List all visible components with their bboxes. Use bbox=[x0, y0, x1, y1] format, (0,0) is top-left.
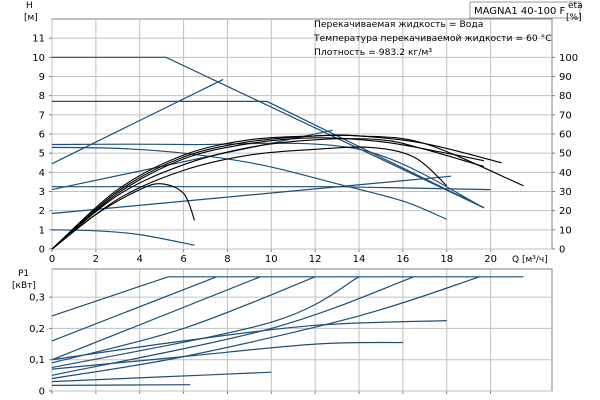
eta-tick-label: 80 bbox=[559, 91, 572, 102]
x-tick-label: 18 bbox=[440, 254, 453, 265]
y-tick-label: 0 bbox=[39, 245, 45, 256]
eta-tick-label: 100 bbox=[559, 53, 578, 64]
power-curve bbox=[51, 276, 415, 376]
eta-tick-label: 20 bbox=[559, 206, 572, 217]
eta-axis-label: eta bbox=[568, 1, 583, 11]
power-curve bbox=[51, 276, 480, 380]
eta-tick-label: 90 bbox=[559, 72, 572, 83]
eta-axis-unit: [%] bbox=[566, 13, 582, 23]
y-tick-label: 2 bbox=[39, 206, 45, 217]
power-curve bbox=[51, 276, 261, 361]
efficiency-curve bbox=[51, 134, 524, 250]
info-line-2: Температура перекачиваемой жидкости = 60… bbox=[313, 33, 552, 44]
eta-tick-label: 60 bbox=[559, 130, 572, 141]
x-tick-label: 8 bbox=[224, 254, 230, 265]
eta-tick-label: 40 bbox=[559, 168, 572, 179]
y-tick-label: 8 bbox=[39, 91, 45, 102]
y-tick-label: 0,3 bbox=[29, 293, 45, 304]
power-curve bbox=[51, 341, 403, 370]
y-tick-label: 6 bbox=[39, 130, 45, 141]
x-tick-label: 2 bbox=[93, 254, 99, 265]
info-line-3: Плотность = 983.2 кг/м³ bbox=[314, 47, 432, 58]
eta-tick-label: 30 bbox=[559, 187, 572, 198]
head-axis-label: H bbox=[26, 1, 33, 11]
x-tick-label: 14 bbox=[353, 254, 366, 265]
y-tick-label: 3 bbox=[39, 187, 45, 198]
x-tick-label: 6 bbox=[180, 254, 186, 265]
eta-tick-label: 50 bbox=[559, 149, 572, 160]
y-tick-label: 0,2 bbox=[29, 324, 45, 335]
power-chart-panel: 0 0,1 0,2 0,3 bbox=[29, 268, 553, 398]
pump-curve bbox=[51, 78, 224, 165]
power-curve bbox=[51, 371, 272, 383]
y-tick-label: 9 bbox=[39, 72, 45, 83]
y-tick-label: 0 bbox=[39, 387, 45, 398]
eta-tick-label: 0 bbox=[559, 245, 565, 256]
x-tick-label: 4 bbox=[137, 254, 143, 265]
y-tick-label: 10 bbox=[32, 53, 45, 64]
x-tick-label: 10 bbox=[265, 254, 278, 265]
y-tick-label: 4 bbox=[39, 168, 45, 179]
x-tick-label: 0 bbox=[49, 254, 55, 265]
power-curve bbox=[51, 276, 217, 342]
y-tick-label: 5 bbox=[39, 149, 45, 160]
power-axis-unit: [кВт] bbox=[12, 281, 36, 291]
x-tick-label: 12 bbox=[309, 254, 322, 265]
head-axis-unit: [м] bbox=[24, 13, 38, 23]
efficiency-curve bbox=[51, 134, 502, 250]
model-label-box bbox=[469, 1, 581, 19]
x-tick-label: 16 bbox=[397, 254, 410, 265]
flow-axis-label: Q [м³/ч] bbox=[512, 255, 548, 265]
pump-curve bbox=[52, 100, 485, 209]
y-tick-label: 0,1 bbox=[29, 355, 45, 366]
info-line-1: Перекачиваемая жидкость = Вода bbox=[314, 19, 483, 30]
chart-labels: MAGNA1 40-100 F Перекачиваемая жидкость … bbox=[12, 1, 583, 291]
eta-tick-label: 10 bbox=[559, 225, 572, 236]
model-label: MAGNA1 40-100 F bbox=[474, 6, 566, 17]
efficiency-curve bbox=[51, 137, 485, 250]
pump-curve bbox=[51, 146, 447, 220]
head-chart-panel: 0 2 4 6 8 10 12 14 16 18 2001234567891011010203040… bbox=[32, 18, 578, 265]
power-curve bbox=[51, 276, 360, 369]
pump-curve bbox=[51, 129, 333, 191]
eta-tick-label: 70 bbox=[559, 110, 572, 121]
pump-curve bbox=[51, 175, 452, 215]
power-curve bbox=[51, 320, 447, 361]
efficiency-curve bbox=[51, 146, 448, 250]
y-tick-label: 1 bbox=[39, 225, 45, 236]
y-tick-label: 11 bbox=[32, 34, 45, 45]
pump-curve bbox=[52, 56, 485, 209]
power-curve bbox=[51, 384, 191, 386]
power-curve bbox=[51, 276, 524, 317]
x-tick-label: 20 bbox=[484, 254, 497, 265]
y-tick-label: 7 bbox=[39, 110, 45, 121]
power-axis-label: P1 bbox=[18, 269, 29, 279]
